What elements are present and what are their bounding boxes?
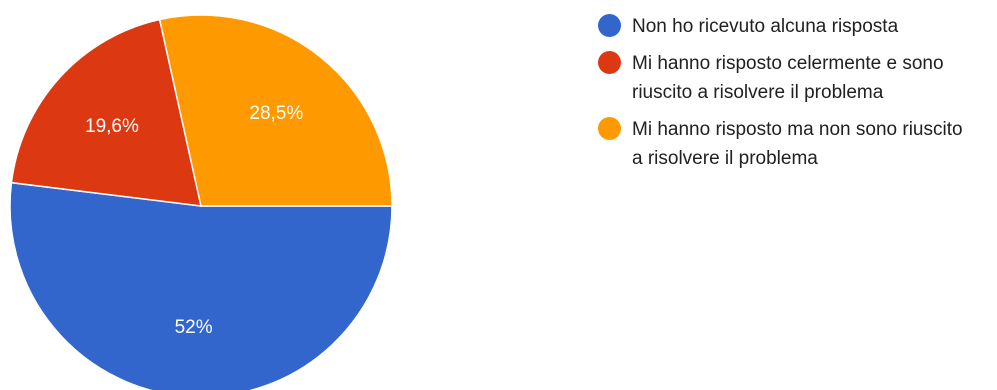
legend-item-no-response[interactable]: Non ho ricevuto alcuna risposta xyxy=(598,12,993,41)
legend-label: Mi hanno risposto celermente e sono rius… xyxy=(632,49,972,107)
legend-swatch-icon xyxy=(598,14,621,37)
legend-swatch-icon xyxy=(598,51,621,74)
pie-data-label: 52% xyxy=(175,317,213,338)
legend-item-resolved[interactable]: Mi hanno risposto celermente e sono rius… xyxy=(598,49,993,107)
legend-swatch-icon xyxy=(598,117,621,140)
legend-label: Mi hanno risposto ma non sono riuscito a… xyxy=(632,115,972,173)
pie-slice-no-response[interactable] xyxy=(10,183,392,390)
legend-item-not-resolved[interactable]: Mi hanno risposto ma non sono riuscito a… xyxy=(598,115,993,173)
legend-label: Non ho ricevuto alcuna risposta xyxy=(632,12,898,41)
pie-data-label: 19,6% xyxy=(85,116,139,137)
pie-data-label: 28,5% xyxy=(249,103,303,124)
legend: Non ho ricevuto alcuna risposta Mi hanno… xyxy=(598,12,993,181)
